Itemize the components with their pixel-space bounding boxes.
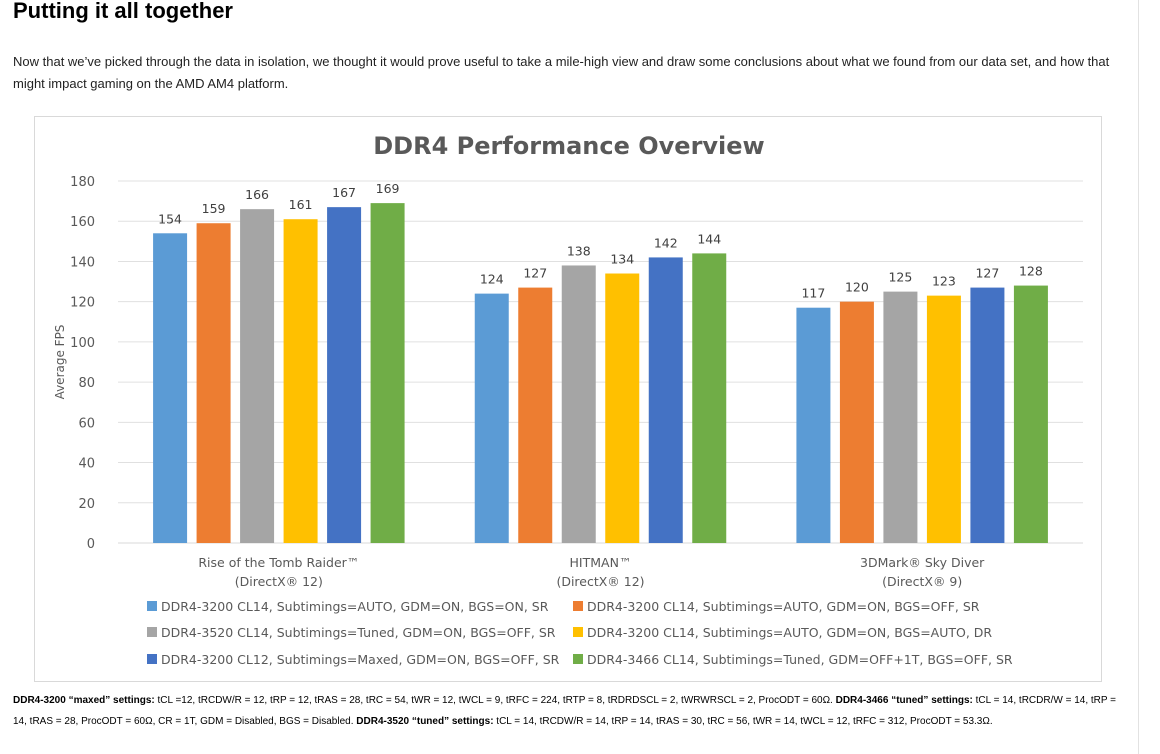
bar — [883, 291, 918, 543]
bar — [970, 287, 1005, 543]
data-label: 144 — [697, 231, 721, 246]
x-axis-categories: Rise of the Tomb Raider™ (DirectX® 12) HIT… — [198, 555, 985, 589]
legend-swatch — [147, 627, 157, 637]
y-tick-label: 120 — [70, 296, 95, 311]
footnote-3466-text: tCL = 14, tRCDR/W = 14, tRP = 14, tRAS =… — [13, 695, 1116, 727]
legend-item[interactable]: DDR4-3200 CL12, Subtimings=Maxed, GDM=ON… — [147, 652, 560, 667]
data-labels: 154 159 166 161 167 169 124 127 138 134 142 144 117 1… — [158, 181, 1043, 301]
bars — [153, 203, 1048, 543]
legend-item[interactable]: DDR4-3200 CL14, Subtimings=AUTO, GDM=ON,… — [147, 599, 549, 614]
data-label: 123 — [932, 274, 956, 289]
data-label: 128 — [1019, 264, 1043, 279]
y-tick-label: 180 — [70, 175, 95, 190]
bar — [796, 307, 831, 543]
page-divider — [1138, 0, 1139, 754]
data-label: 161 — [289, 197, 313, 212]
y-tick-label: 60 — [78, 416, 95, 431]
y-tick-label: 0 — [87, 537, 95, 552]
data-label: 117 — [801, 286, 825, 301]
bar — [196, 223, 231, 543]
footnote-3466-label-a: DDR4- — [835, 695, 867, 706]
bar-chart: DDR4 Performance Overview 0 20 40 60 80 100 12… — [53, 132, 1083, 667]
bar — [283, 219, 318, 543]
data-label: 134 — [610, 252, 634, 267]
legend-item[interactable]: DDR4-3200 CL14, Subtimings=AUTO, GDM=ON,… — [573, 599, 980, 614]
category-label: (DirectX® 12) — [235, 574, 323, 589]
bar — [518, 287, 553, 543]
bar — [692, 253, 727, 543]
data-label: 124 — [480, 272, 504, 287]
legend-item[interactable]: DDR4-3200 CL14, Subtimings=AUTO, GDM=ON,… — [573, 625, 992, 640]
footnote-maxed-text: tCL =12, tRCDW/R = 12, tRP = 12, tRAS = … — [154, 695, 836, 706]
y-tick-label: 100 — [70, 336, 95, 351]
data-label: 166 — [245, 187, 269, 202]
y-axis-ticks: 0 20 40 60 80 100 120 140 160 180 — [70, 175, 95, 552]
category-label: (DirectX® 9) — [882, 574, 962, 589]
data-label: 159 — [202, 201, 226, 216]
bar — [240, 209, 275, 543]
gridlines — [118, 180, 1083, 544]
data-label: 125 — [888, 270, 912, 285]
category-label: HITMAN™ — [570, 555, 632, 570]
bar — [1013, 285, 1048, 543]
bar — [926, 295, 961, 543]
footnote-3466-label-b: 3466 “tuned” settings: — [866, 695, 973, 706]
y-tick-label: 140 — [70, 255, 95, 270]
legend-item[interactable]: DDR4-3520 CL14, Subtimings=Tuned, GDM=ON… — [147, 625, 556, 640]
footnote-3520-text: tCL = 14, tRCDW/R = 14, tRP = 14, tRAS =… — [493, 716, 993, 727]
data-label: 127 — [523, 266, 547, 281]
data-label: 142 — [654, 235, 678, 250]
chart-container: DDR4 Performance Overview 0 20 40 60 80 100 12… — [34, 116, 1102, 682]
data-label: 154 — [158, 211, 182, 226]
footnote-3520-label: DDR4-3520 “tuned” settings: — [356, 716, 494, 727]
legend-label: DDR4-3200 CL14, Subtimings=AUTO, GDM=ON,… — [587, 625, 992, 640]
bar — [327, 207, 362, 543]
legend-label: DDR4-3200 CL14, Subtimings=AUTO, GDM=ON,… — [587, 599, 980, 614]
legend-label: DDR4-3200 CL14, Subtimings=AUTO, GDM=ON,… — [161, 599, 549, 614]
bar — [839, 301, 874, 543]
category-label: 3DMark® Sky Diver — [860, 555, 985, 570]
footnote-maxed-label: DDR4-3200 “maxed” settings: — [13, 695, 155, 706]
y-tick-label: 40 — [78, 457, 95, 472]
legend-swatch — [573, 654, 583, 664]
bar — [474, 293, 509, 543]
legend-item[interactable]: DDR4-3466 CL14, Subtimings=Tuned, GDM=OF… — [573, 652, 1013, 667]
category-label: Rise of the Tomb Raider™ — [198, 555, 359, 570]
legend-label: DDR4-3200 CL12, Subtimings=Maxed, GDM=ON… — [161, 652, 560, 667]
data-label: 169 — [376, 181, 400, 196]
bar — [648, 257, 683, 543]
data-label: 138 — [567, 243, 591, 258]
legend-swatch — [573, 627, 583, 637]
chart-title: DDR4 Performance Overview — [373, 132, 764, 160]
bar — [370, 203, 405, 543]
y-tick-label: 160 — [70, 215, 95, 230]
legend-swatch — [147, 601, 157, 611]
legend[interactable]: DDR4-3200 CL14, Subtimings=AUTO, GDM=ON,… — [147, 599, 1013, 667]
data-label: 167 — [332, 185, 356, 200]
legend-label: DDR4-3520 CL14, Subtimings=Tuned, GDM=ON… — [161, 625, 556, 640]
y-axis-title: Average FPS — [53, 325, 67, 400]
category-label: (DirectX® 12) — [556, 574, 644, 589]
legend-label: DDR4-3466 CL14, Subtimings=Tuned, GDM=OF… — [587, 652, 1013, 667]
data-label: 127 — [975, 266, 999, 281]
data-label: 120 — [845, 280, 869, 295]
intro-paragraph: Now that we’ve picked through the data i… — [13, 54, 1110, 91]
bar — [561, 265, 596, 543]
y-tick-label: 80 — [78, 376, 95, 391]
section-heading: Putting it all together — [13, 0, 233, 23]
bar — [605, 273, 640, 543]
y-tick-label: 20 — [78, 497, 95, 512]
settings-footnote: DDR4-3200 “maxed” settings: tCL =12, tRC… — [13, 690, 1123, 732]
legend-swatch — [573, 601, 583, 611]
bar — [153, 233, 188, 543]
legend-swatch — [147, 654, 157, 664]
